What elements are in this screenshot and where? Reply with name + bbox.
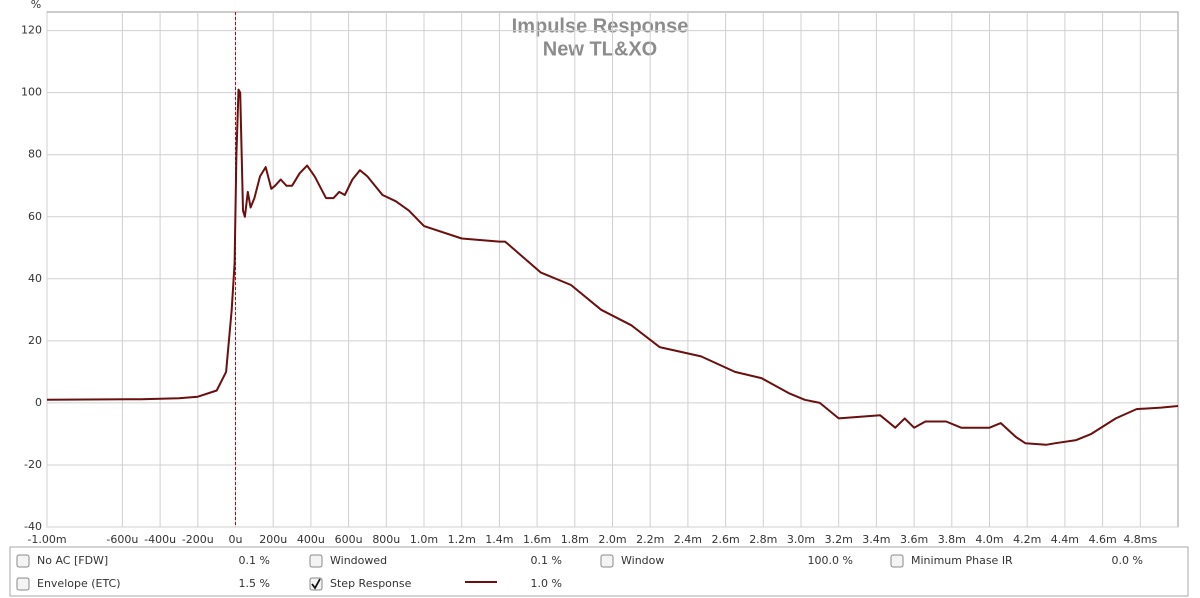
- control-label[interactable]: Envelope (ETC): [37, 577, 121, 590]
- x-tick-label: 3.0m: [787, 533, 815, 546]
- chart-subtitle: New TL&XO: [543, 38, 657, 60]
- x-tick-label: 1.4m: [485, 533, 513, 546]
- x-tick-label: 200u: [259, 533, 287, 546]
- line-series: [46, 88, 1179, 446]
- control-value: 100.0 %: [808, 554, 853, 567]
- x-tick-label: -600u: [106, 533, 138, 546]
- checkbox[interactable]: [16, 554, 30, 568]
- checkbox[interactable]: [600, 554, 614, 568]
- control-panel: [9, 546, 1189, 597]
- checkbox[interactable]: [16, 577, 30, 591]
- checkbox[interactable]: [890, 554, 904, 568]
- y-tick-label: 40: [28, 272, 42, 285]
- x-tick-label: 3.8m: [938, 533, 966, 546]
- y-tick-label: -20: [24, 458, 42, 471]
- checkbox[interactable]: [309, 554, 323, 568]
- x-tick-label: 2.4m: [674, 533, 702, 546]
- y-tick-label: 20: [28, 334, 42, 347]
- x-tick-label: 4.2m: [1013, 533, 1041, 546]
- y-tick-label: 0: [35, 396, 42, 409]
- y-tick-label: 80: [28, 148, 42, 161]
- y-tick-label: 60: [28, 210, 42, 223]
- control-value: 0.0 %: [1112, 554, 1143, 567]
- x-tick-label: 2.6m: [711, 533, 739, 546]
- control-label[interactable]: Minimum Phase IR: [911, 554, 1013, 567]
- y-axis-label: %: [31, 0, 41, 11]
- x-tick-label: 2.0m: [598, 533, 626, 546]
- control-label[interactable]: No AC [FDW]: [37, 554, 108, 567]
- x-tick-label: -1.00m: [27, 533, 66, 546]
- x-tick-label: 2.2m: [636, 533, 664, 546]
- x-tick-label: 3.6m: [900, 533, 928, 546]
- y-tick-label: 100: [21, 86, 42, 99]
- control-value: 0.1 %: [239, 554, 270, 567]
- y-tick-label: 120: [21, 24, 42, 37]
- control-value: 1.5 %: [239, 577, 270, 590]
- x-tick-label: 4.6m: [1088, 533, 1116, 546]
- x-tick-label: 4.0m: [975, 533, 1003, 546]
- chart-title: Impulse Response: [512, 15, 689, 37]
- x-tick-label: 1.6m: [523, 533, 551, 546]
- x-tick-label: 400u: [297, 533, 325, 546]
- control-label[interactable]: Window: [621, 554, 664, 567]
- x-tick-label: -400u: [144, 533, 176, 546]
- x-tick-label: 3.2m: [825, 533, 853, 546]
- control-value: 1.0 %: [531, 577, 562, 590]
- y-tick-label: -40: [24, 520, 42, 533]
- x-tick-label: 1.2m: [448, 533, 476, 546]
- x-tick-label: -200u: [182, 533, 214, 546]
- x-tick-label: 2.8m: [749, 533, 777, 546]
- control-value: 0.1 %: [531, 554, 562, 567]
- x-tick-label: 4.8ms: [1123, 533, 1157, 546]
- control-label[interactable]: Step Response: [330, 577, 412, 590]
- x-tick-label: 3.4m: [862, 533, 890, 546]
- control-label[interactable]: Windowed: [330, 554, 387, 567]
- x-tick-label: 1.8m: [561, 533, 589, 546]
- x-tick-label: 4.4m: [1051, 533, 1079, 546]
- x-tick-label: 0u: [229, 533, 243, 546]
- x-tick-label: 800u: [372, 533, 400, 546]
- x-tick-label: 600u: [335, 533, 363, 546]
- x-tick-label: 1.0m: [410, 533, 438, 546]
- check-mark: [311, 578, 321, 590]
